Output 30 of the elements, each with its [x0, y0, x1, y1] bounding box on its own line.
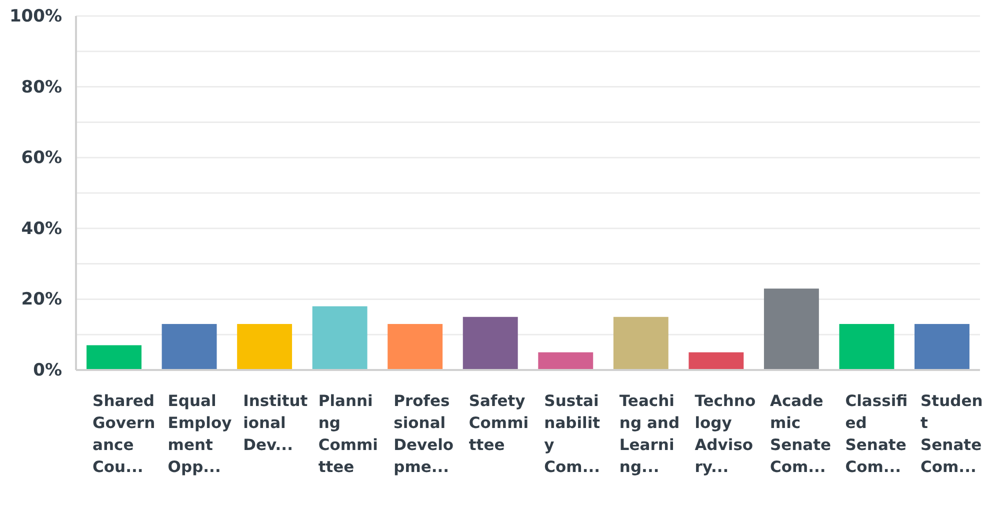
- bar: [86, 345, 142, 370]
- x-tick-label: Professional Developme...: [394, 392, 454, 476]
- y-tick-label: 40%: [21, 218, 62, 239]
- y-tick-label: 20%: [21, 290, 62, 310]
- x-tick-label: Shared Governance Cou...: [92, 392, 156, 476]
- y-tick-label: 100%: [9, 6, 62, 26]
- x-tick-label: Teaching and Learning...: [619, 392, 680, 476]
- y-tick-label: 0%: [33, 360, 62, 380]
- x-tick-label: Sustainability Com...: [544, 392, 601, 476]
- bar: [538, 352, 594, 370]
- y-tick-label: 80%: [21, 77, 62, 98]
- bar: [688, 352, 744, 370]
- x-tick-label: Institutional Dev...: [243, 392, 308, 454]
- bar: [237, 324, 292, 370]
- bar: [914, 324, 970, 370]
- bar: [388, 324, 443, 370]
- bar: [764, 288, 819, 370]
- bar: [613, 316, 668, 370]
- x-tick-label: Planning Committee: [318, 392, 378, 476]
- bar: [462, 316, 518, 370]
- bar: [162, 324, 217, 370]
- x-tick-label: Classified Senate Com...: [845, 392, 908, 476]
- x-tick-label: Technology Advisory...: [694, 392, 756, 476]
- y-tick-label: 60%: [21, 148, 62, 168]
- x-tick-label: Academic Senate Com...: [770, 392, 832, 476]
- x-tick-label: Equal Employment Opp...: [168, 392, 232, 476]
- bar: [312, 306, 368, 370]
- x-tick-label: Student Senate Com...: [920, 392, 983, 476]
- x-tick-label: Safety Committee: [468, 392, 529, 454]
- bar: [839, 324, 894, 370]
